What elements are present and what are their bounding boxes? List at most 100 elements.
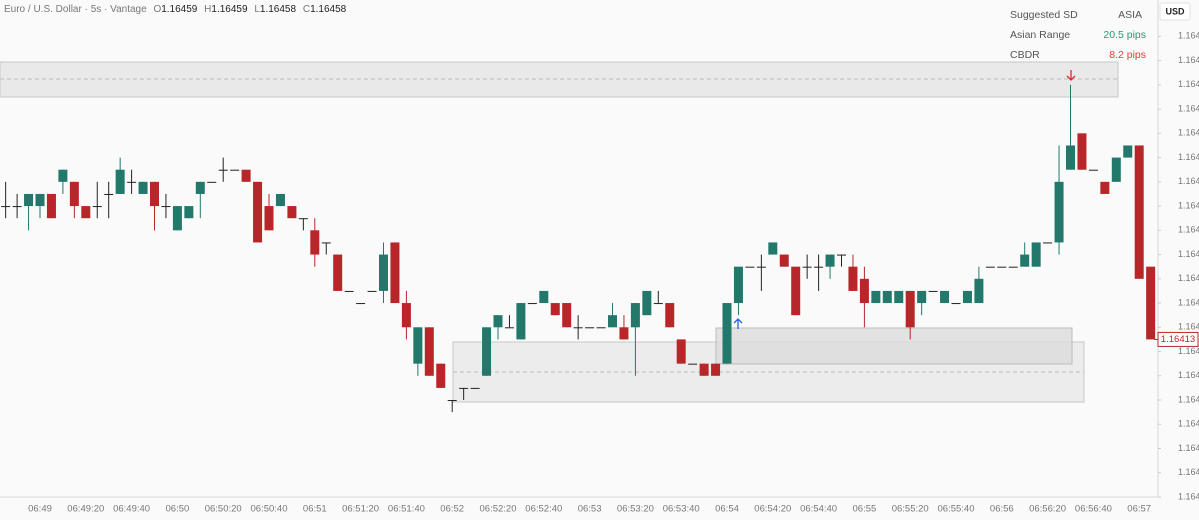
candle-body (1123, 145, 1133, 158)
x-tick-label: 06:56:20 (1029, 504, 1066, 515)
candle-body (1146, 266, 1156, 340)
candle-body (459, 387, 469, 389)
candle-body (974, 278, 984, 304)
signal-arrow-up (733, 318, 743, 329)
candle-body (150, 181, 159, 207)
candle-body (756, 266, 766, 268)
candle-body (539, 290, 549, 304)
info-label: CBDR (1010, 49, 1040, 61)
candle-body (482, 327, 492, 376)
y-tick-label: 1.16424 (1178, 200, 1199, 210)
y-tick-label: 1.16412 (1178, 346, 1199, 356)
x-tick-label: 06:49:20 (67, 504, 104, 515)
candle-body (447, 400, 457, 402)
x-tick-label: 06:52:40 (525, 504, 562, 515)
candle-body (1134, 145, 1144, 279)
candle-body (1054, 181, 1064, 243)
candle-body (390, 242, 400, 304)
candle-body (1031, 242, 1041, 267)
candle-body (424, 327, 434, 376)
candle-body (401, 303, 411, 328)
candle-body (35, 193, 45, 207)
candle-body (12, 206, 22, 208)
candle-body (733, 266, 743, 304)
candle-body (161, 206, 171, 208)
candle-body (745, 266, 755, 268)
candle-body (699, 363, 709, 376)
candle-body (608, 315, 617, 328)
candle-body (184, 206, 194, 219)
x-tick-label: 06:50:40 (251, 504, 288, 515)
y-tick-label: 1.16400 (1178, 491, 1199, 501)
zones (0, 61, 1119, 403)
x-tick-label: 06:56 (990, 504, 1014, 515)
candle-body (24, 193, 34, 207)
x-tick-label: 06:50:20 (205, 504, 242, 515)
candle-body (1111, 157, 1121, 182)
candle-body (665, 303, 675, 328)
candle-body (367, 290, 377, 292)
y-tick-label: 1.16416 (1178, 297, 1199, 307)
y-tick-label: 1.16434 (1178, 79, 1199, 89)
last-price-box (1157, 331, 1199, 347)
x-tick-label: 06:51 (303, 504, 327, 515)
ohlc-key: L (254, 4, 260, 15)
candle-body (928, 290, 938, 292)
candle-body (310, 230, 320, 255)
candle-body (985, 266, 995, 268)
candle-body (802, 266, 812, 268)
candle-body (379, 254, 388, 291)
candle-body (195, 181, 205, 194)
ohlc-value: 1.16459 (161, 4, 198, 15)
candle-body (333, 254, 343, 291)
candle-body (642, 290, 652, 316)
candle-body (436, 363, 446, 388)
y-tick-label: 1.16414 (1178, 322, 1199, 332)
y-tick-label: 1.16430 (1178, 128, 1199, 138)
candle-body (1020, 254, 1030, 267)
candle-body (1100, 181, 1110, 194)
ohlc-value: 1.16459 (211, 4, 248, 15)
candle-body (688, 363, 698, 365)
x-tick-label: 06:53:40 (663, 504, 700, 515)
x-tick-label: 06:51:20 (342, 504, 379, 515)
candle-body (711, 363, 721, 376)
currency-box[interactable] (1159, 2, 1191, 21)
x-tick-label: 06:54:40 (800, 504, 837, 515)
candle-body (791, 266, 801, 316)
candle-body (172, 206, 182, 231)
candle-body (81, 206, 91, 219)
candle-body (241, 169, 251, 182)
candle-body (69, 181, 79, 207)
x-tick-label: 06:53:20 (617, 504, 654, 515)
candle-body (321, 242, 331, 244)
candle-body (722, 303, 732, 364)
x-tick-label: 06:55:40 (938, 504, 975, 515)
candle-body (138, 181, 148, 194)
candle-body (585, 327, 595, 329)
candle-body (127, 181, 137, 183)
info-header: ASIA (1118, 9, 1142, 21)
candle-body (207, 181, 217, 183)
candle-body (287, 206, 297, 219)
x-tick-label: 06:49 (28, 504, 52, 515)
candle-body (871, 290, 881, 304)
x-tick-label: 06:57 (1127, 504, 1151, 515)
candle-body (527, 303, 537, 305)
info-table: Suggested SD ASIA Asian Range 20.5 pips … (1010, 9, 1146, 61)
x-tick-label: 06:56:40 (1075, 504, 1112, 515)
candle-body (951, 303, 961, 305)
currency[interactable]: USD (1165, 6, 1185, 16)
candle-body (940, 290, 950, 304)
candle-body (104, 193, 114, 195)
candle-body (1077, 133, 1087, 170)
candle-body (504, 327, 514, 329)
candles (1, 84, 1156, 413)
candle-body (115, 169, 125, 194)
y-tick-label: 1.16404 (1178, 443, 1199, 453)
ohlc-value: 1.16458 (260, 4, 297, 15)
candle-body (653, 303, 663, 305)
candle-body (1043, 242, 1053, 244)
